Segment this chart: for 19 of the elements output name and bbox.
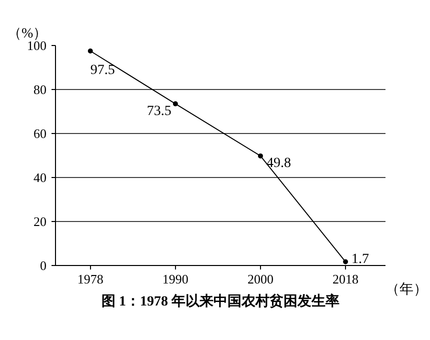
point (172, 101, 178, 106)
y-tick-label: 0 (40, 258, 46, 273)
point (343, 259, 348, 264)
y-tick-label: 80 (34, 82, 46, 97)
x-tick-label: 1990 (162, 272, 188, 286)
point (88, 48, 93, 54)
x-tick-label: 2018 (332, 272, 359, 286)
x-tick-label: 2000 (247, 272, 274, 286)
y-tick-label: 60 (34, 126, 46, 141)
data-label: 49.8 (266, 156, 291, 171)
x-tick-label: 1978 (77, 272, 104, 286)
y-tick-label: 20 (34, 214, 46, 229)
data-label: 73.5 (146, 104, 172, 119)
y-tick-label: 40 (34, 170, 46, 185)
x-axis-title: （年） (386, 282, 428, 298)
data-label: 97.5 (90, 63, 115, 78)
point (258, 153, 263, 158)
data-label: 1.7 (352, 252, 370, 267)
text: 图 1：1978 年以来中国农村贫困发生率 (102, 292, 340, 310)
